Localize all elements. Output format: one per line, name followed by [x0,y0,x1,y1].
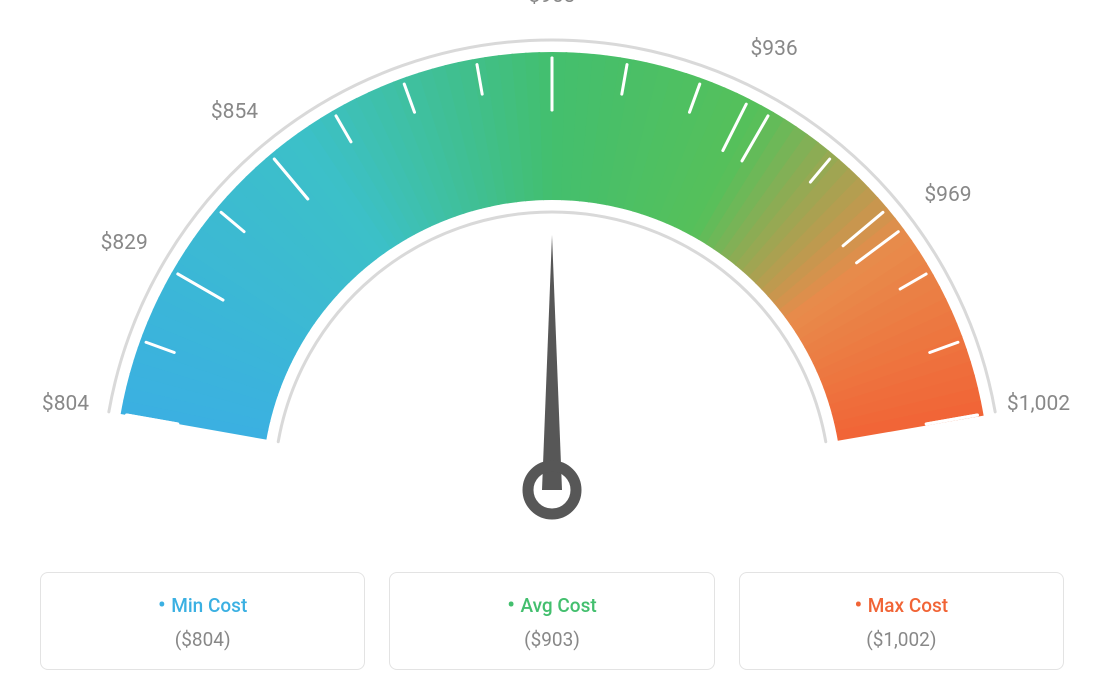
gauge-tick-label: $936 [751,37,798,61]
legend-title-avg: Avg Cost [400,593,703,618]
chart-container: $804 $829 $854 $903 $936 $969 $1,002 Min Cost … [0,0,1104,690]
gauge-tick-label: $903 [528,0,575,8]
legend-value-min: ($804) [51,628,354,651]
gauge-svg [0,0,1104,565]
gauge-area: $804 $829 $854 $903 $936 $969 $1,002 [0,0,1104,565]
legend-row: Min Cost ($804) Avg Cost ($903) Max Cost… [40,572,1064,670]
legend-card-min: Min Cost ($804) [40,572,365,670]
legend-value-avg: ($903) [400,628,703,651]
legend-value-max: ($1,002) [750,628,1053,651]
legend-title-min: Min Cost [51,593,354,618]
gauge-tick-label: $969 [924,183,971,207]
legend-card-max: Max Cost ($1,002) [739,572,1064,670]
gauge-tick-label: $1,002 [1007,392,1070,416]
gauge-tick-label: $829 [101,231,148,255]
legend-card-avg: Avg Cost ($903) [389,572,714,670]
gauge-tick-label: $804 [42,392,89,416]
legend-title-max: Max Cost [750,593,1053,618]
gauge-tick-label: $854 [211,100,258,124]
